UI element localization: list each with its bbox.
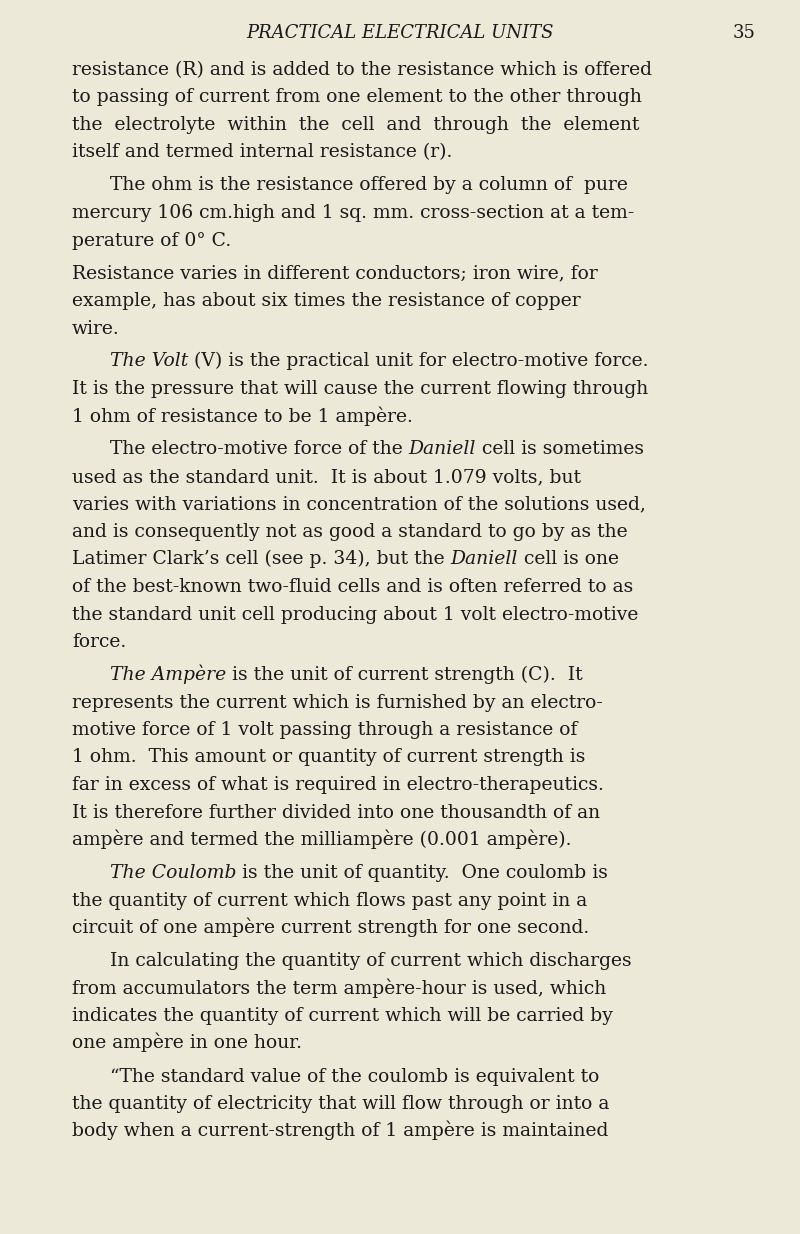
Text: varies with variations in concentration of the solutions used,: varies with variations in concentration …	[72, 496, 646, 513]
Text: cell is sometimes: cell is sometimes	[476, 441, 644, 459]
Text: The Coulomb: The Coulomb	[110, 864, 237, 882]
Text: and is consequently not as good a standard to go by as the: and is consequently not as good a standa…	[72, 523, 628, 540]
Text: force.: force.	[72, 633, 126, 652]
Text: the quantity of electricity that will flow through or into a: the quantity of electricity that will fl…	[72, 1095, 610, 1113]
Text: represents the current which is furnished by an electro-: represents the current which is furnishe…	[72, 694, 603, 712]
Text: In calculating the quantity of current which discharges: In calculating the quantity of current w…	[110, 951, 632, 970]
Text: the quantity of current which flows past any point in a: the quantity of current which flows past…	[72, 891, 587, 909]
Text: used as the standard unit.  It is about 1.079 volts, but: used as the standard unit. It is about 1…	[72, 468, 581, 486]
Text: The ohm is the resistance offered by a column of  pure: The ohm is the resistance offered by a c…	[110, 176, 628, 195]
Text: 35: 35	[733, 23, 756, 42]
Text: one ampère in one hour.: one ampère in one hour.	[72, 1033, 302, 1053]
Text: wire.: wire.	[72, 320, 120, 338]
Text: resistance (R) and is added to the resistance which is offered: resistance (R) and is added to the resis…	[72, 60, 652, 79]
Text: 1 ohm of resistance to be 1 ampère.: 1 ohm of resistance to be 1 ampère.	[72, 406, 413, 426]
Text: The Ampère: The Ampère	[110, 664, 226, 684]
Text: body when a current-strength of 1 ampère is maintained: body when a current-strength of 1 ampère…	[72, 1120, 608, 1140]
Text: ampère and termed the milliampère (0.001 ampère).: ampère and termed the milliampère (0.001…	[72, 829, 571, 849]
Text: It is the pressure that will cause the current flowing through: It is the pressure that will cause the c…	[72, 380, 648, 399]
Text: Latimer Clark’s cell (see p. 34), but the: Latimer Clark’s cell (see p. 34), but th…	[72, 550, 450, 569]
Text: far in excess of what is required in electro-therapeutics.: far in excess of what is required in ele…	[72, 776, 604, 793]
Text: to passing of current from one element to the other through: to passing of current from one element t…	[72, 89, 642, 106]
Text: the  electrolyte  within  the  cell  and  through  the  element: the electrolyte within the cell and thro…	[72, 116, 639, 135]
Text: PRACTICAL ELECTRICAL UNITS: PRACTICAL ELECTRICAL UNITS	[246, 23, 554, 42]
Text: Daniell: Daniell	[450, 550, 518, 569]
Text: mercury 106 cm.high and 1 sq. mm. cross-section at a tem-: mercury 106 cm.high and 1 sq. mm. cross-…	[72, 204, 634, 222]
Text: The electro-motive force of the: The electro-motive force of the	[110, 441, 409, 459]
Text: example, has about six times the resistance of copper: example, has about six times the resista…	[72, 292, 581, 310]
Text: Daniell: Daniell	[409, 441, 476, 459]
Text: of the best-known two-fluid cells and is often referred to as: of the best-known two-fluid cells and is…	[72, 578, 634, 596]
Text: Resistance varies in different conductors; iron wire, for: Resistance varies in different conductor…	[72, 264, 598, 283]
Text: indicates the quantity of current which will be carried by: indicates the quantity of current which …	[72, 1007, 613, 1025]
Text: “The standard value of the coulomb is equivalent to: “The standard value of the coulomb is eq…	[110, 1067, 599, 1086]
Text: is the unit of quantity.  One coulomb is: is the unit of quantity. One coulomb is	[237, 864, 608, 882]
Text: is the unit of current strength (C).  It: is the unit of current strength (C). It	[226, 666, 583, 684]
Text: The Volt: The Volt	[110, 353, 188, 370]
Text: motive force of 1 volt passing through a resistance of: motive force of 1 volt passing through a…	[72, 721, 578, 739]
Text: 1 ohm.  This amount or quantity of current strength is: 1 ohm. This amount or quantity of curren…	[72, 749, 586, 766]
Text: itself and termed internal resistance (r).: itself and termed internal resistance (r…	[72, 143, 452, 162]
Text: from accumulators the term ampère-hour is used, which: from accumulators the term ampère-hour i…	[72, 979, 606, 997]
Text: circuit of one ampère current strength for one second.: circuit of one ampère current strength f…	[72, 918, 590, 937]
Text: (V) is the practical unit for electro-motive force.: (V) is the practical unit for electro-mo…	[188, 352, 649, 370]
Text: the standard unit cell producing about 1 volt electro-motive: the standard unit cell producing about 1…	[72, 606, 638, 623]
Text: It is therefore further divided into one thousandth of an: It is therefore further divided into one…	[72, 803, 600, 822]
Text: perature of 0° C.: perature of 0° C.	[72, 232, 231, 249]
Text: cell is one: cell is one	[518, 550, 619, 569]
